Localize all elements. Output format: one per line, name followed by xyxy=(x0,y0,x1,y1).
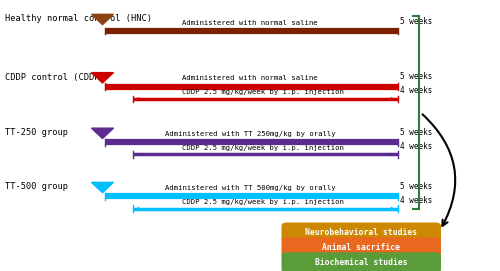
Text: 5 weeks: 5 weeks xyxy=(400,128,432,137)
Text: CDDP 2.5 mg/kg/week by i.p. injection: CDDP 2.5 mg/kg/week by i.p. injection xyxy=(182,199,344,205)
Text: 4 weeks: 4 weeks xyxy=(400,142,432,151)
Text: TT-500 group: TT-500 group xyxy=(5,182,68,192)
Text: CDDP 2.5 mg/kg/week by i.p. injection: CDDP 2.5 mg/kg/week by i.p. injection xyxy=(182,89,344,95)
Text: 5 weeks: 5 weeks xyxy=(400,72,432,81)
Text: 5 weeks: 5 weeks xyxy=(400,182,432,191)
Text: Healthy normal control (HNC): Healthy normal control (HNC) xyxy=(5,14,152,24)
Text: Animal sacrifice: Animal sacrifice xyxy=(322,243,400,252)
Text: CDDP control (CDDP): CDDP control (CDDP) xyxy=(5,73,105,82)
Text: 5 weeks: 5 weeks xyxy=(400,17,432,26)
Text: Neurobehavioral studies: Neurobehavioral studies xyxy=(305,228,418,237)
Text: Administered with normal saline: Administered with normal saline xyxy=(182,20,318,26)
Text: Administered with TT 500mg/kg by orally: Administered with TT 500mg/kg by orally xyxy=(164,185,336,191)
Text: Administered with normal saline: Administered with normal saline xyxy=(182,75,318,81)
Text: 4 weeks: 4 weeks xyxy=(400,196,432,205)
Polygon shape xyxy=(92,73,114,83)
Polygon shape xyxy=(92,128,114,138)
FancyBboxPatch shape xyxy=(282,252,441,271)
FancyBboxPatch shape xyxy=(282,222,441,243)
Text: TT-250 group: TT-250 group xyxy=(5,128,68,137)
Text: 4 weeks: 4 weeks xyxy=(400,86,432,95)
Polygon shape xyxy=(92,14,114,25)
Polygon shape xyxy=(92,182,114,193)
Text: CDDP 2.5 mg/kg/week by i.p. injection: CDDP 2.5 mg/kg/week by i.p. injection xyxy=(182,145,344,151)
Text: Biochemical studies: Biochemical studies xyxy=(315,258,408,267)
FancyBboxPatch shape xyxy=(282,237,441,258)
Text: Administered with TT 250mg/kg by orally: Administered with TT 250mg/kg by orally xyxy=(164,131,336,137)
